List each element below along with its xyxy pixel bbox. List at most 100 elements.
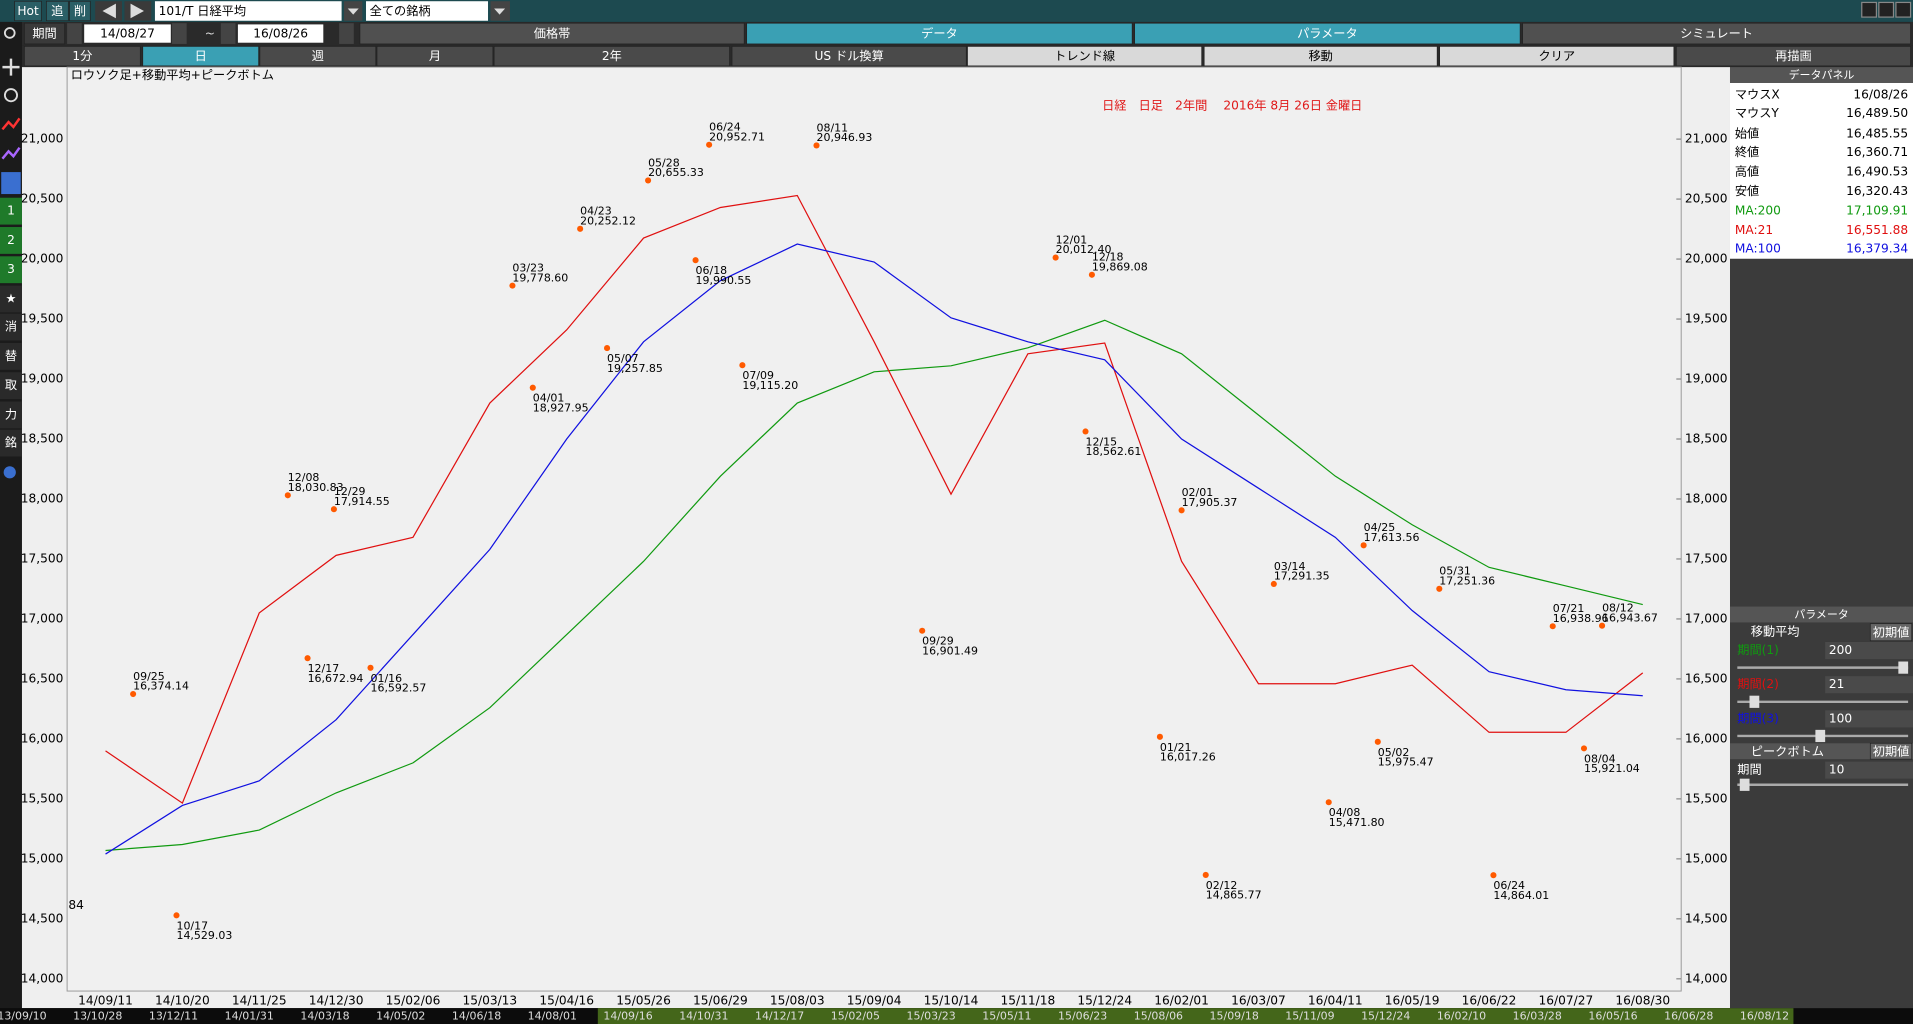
- date-step-button[interactable]: [220, 23, 236, 44]
- toolbar-button[interactable]: [259, 46, 377, 67]
- param-label: 期間(1): [1737, 643, 1779, 657]
- toolbar-button[interactable]: [1203, 46, 1438, 67]
- settings-icon[interactable]: [3, 466, 16, 479]
- top-button[interactable]: [45, 0, 69, 22]
- toolbar-button[interactable]: [493, 46, 730, 67]
- top-button-label: Hot: [17, 4, 39, 18]
- date-to-input[interactable]: [237, 24, 324, 43]
- peak-value: 17,905.37: [1182, 496, 1238, 509]
- overview-date: 15/06/23: [1058, 1010, 1107, 1023]
- date-step-button[interactable]: [67, 23, 82, 44]
- peak-date: 12/08: [288, 471, 320, 484]
- view-icon[interactable]: [3, 88, 18, 103]
- x-tick-label: 14/10/20: [155, 993, 210, 1007]
- top-button[interactable]: [69, 0, 91, 22]
- x-tick-label: 14/12/30: [309, 993, 364, 1007]
- peak-marker: [509, 282, 516, 289]
- toolbar-button[interactable]: [967, 46, 1203, 67]
- toolbar-button-label: US ドル換算: [815, 48, 884, 63]
- x-tick-label: 15/02/06: [386, 993, 441, 1007]
- peak-date: 08/12: [1602, 602, 1634, 615]
- x-tick-label: 15/04/16: [539, 993, 594, 1007]
- toolbar-button[interactable]: [24, 46, 141, 67]
- slider-thumb[interactable]: [1739, 778, 1750, 791]
- ma-icon[interactable]: [1, 146, 21, 160]
- period-label[interactable]: [24, 22, 66, 45]
- peak-value: 16,374.14: [133, 680, 189, 693]
- side-button[interactable]: [0, 372, 22, 400]
- reset-button[interactable]: [1869, 742, 1913, 760]
- toolbar-button[interactable]: [1675, 46, 1911, 67]
- universe-input[interactable]: [366, 1, 489, 21]
- x-tick-label: 14/11/25: [232, 993, 287, 1007]
- line-icon[interactable]: [1, 117, 21, 131]
- minimize-button[interactable]: [1861, 1, 1878, 18]
- param-input[interactable]: [1825, 710, 1913, 728]
- toolbar-button[interactable]: [1439, 46, 1675, 67]
- peak-date: 03/14: [1274, 560, 1306, 573]
- toolbar-button[interactable]: [376, 46, 494, 67]
- tab[interactable]: [746, 22, 1133, 45]
- toolbar-button-label: トレンド線: [1054, 48, 1115, 63]
- tab[interactable]: [1134, 22, 1521, 45]
- date-step-button[interactable]: [339, 23, 354, 44]
- add-icon[interactable]: [2, 58, 20, 76]
- side-button-label: 消: [5, 320, 17, 334]
- side-button[interactable]: [0, 429, 22, 457]
- data-row-value: 16,490.53: [1846, 165, 1908, 179]
- side-button[interactable]: [0, 227, 22, 254]
- side-button[interactable]: [0, 313, 22, 341]
- maximize-button[interactable]: [1878, 1, 1895, 18]
- peak-value: 16,938.96: [1553, 612, 1609, 625]
- y-tick-label: 17,000: [1685, 611, 1728, 625]
- toolbar-button-label: 1分: [72, 49, 92, 63]
- peak-value: 16,943.67: [1602, 611, 1658, 624]
- x-tick-label: 16/04/11: [1308, 993, 1363, 1007]
- date-from-input[interactable]: [84, 24, 171, 43]
- flag-icon[interactable]: [1, 172, 21, 195]
- side-button[interactable]: [0, 342, 22, 370]
- data-row-value: 16,320.43: [1846, 184, 1908, 198]
- param-value: 200: [1829, 643, 1852, 657]
- peak-date: 12/29: [334, 485, 366, 498]
- prev-arrow: [102, 3, 116, 19]
- tab[interactable]: [359, 22, 745, 45]
- peak-marker: [1360, 542, 1367, 549]
- x-tick-label: 16/06/22: [1462, 993, 1517, 1007]
- peak-marker: [1325, 799, 1332, 806]
- peak-marker: [1599, 622, 1606, 629]
- side-button[interactable]: [0, 285, 22, 313]
- param-input[interactable]: [1825, 761, 1913, 779]
- toolbar-button-label: 2年: [602, 49, 622, 63]
- tab[interactable]: [1522, 22, 1911, 45]
- toolbar-button[interactable]: [142, 46, 260, 67]
- peak-marker: [330, 506, 337, 513]
- side-button[interactable]: [0, 197, 22, 225]
- close-button[interactable]: [1895, 1, 1912, 18]
- peak-marker: [1549, 623, 1556, 630]
- param-input[interactable]: [1825, 676, 1913, 694]
- y-tick-label: 18,500: [21, 431, 64, 445]
- side-button[interactable]: [0, 256, 22, 284]
- reset-button[interactable]: [1869, 623, 1913, 642]
- symbol-input[interactable]: [154, 1, 342, 21]
- overview-range[interactable]: [597, 1008, 1794, 1024]
- top-button[interactable]: [14, 0, 42, 22]
- data-row-label: 高値: [1735, 164, 1759, 179]
- search-icon[interactable]: [3, 27, 16, 39]
- universe-text: 全ての銘柄: [370, 3, 431, 18]
- toolbar-button[interactable]: [731, 46, 967, 67]
- peak-date: 12/01: [1056, 233, 1088, 246]
- slider-thumb[interactable]: [1749, 695, 1760, 708]
- ma-line: [105, 243, 1643, 855]
- param-input[interactable]: [1825, 641, 1913, 660]
- date-step-button[interactable]: [172, 23, 187, 44]
- peak-value: 20,012.40: [1056, 243, 1112, 256]
- slider-thumb[interactable]: [1898, 661, 1909, 674]
- data-row-label: マウスX: [1735, 88, 1780, 102]
- slider-thumb[interactable]: [1815, 729, 1826, 743]
- peak-date: 01/16: [371, 672, 403, 685]
- side-button[interactable]: [0, 401, 22, 429]
